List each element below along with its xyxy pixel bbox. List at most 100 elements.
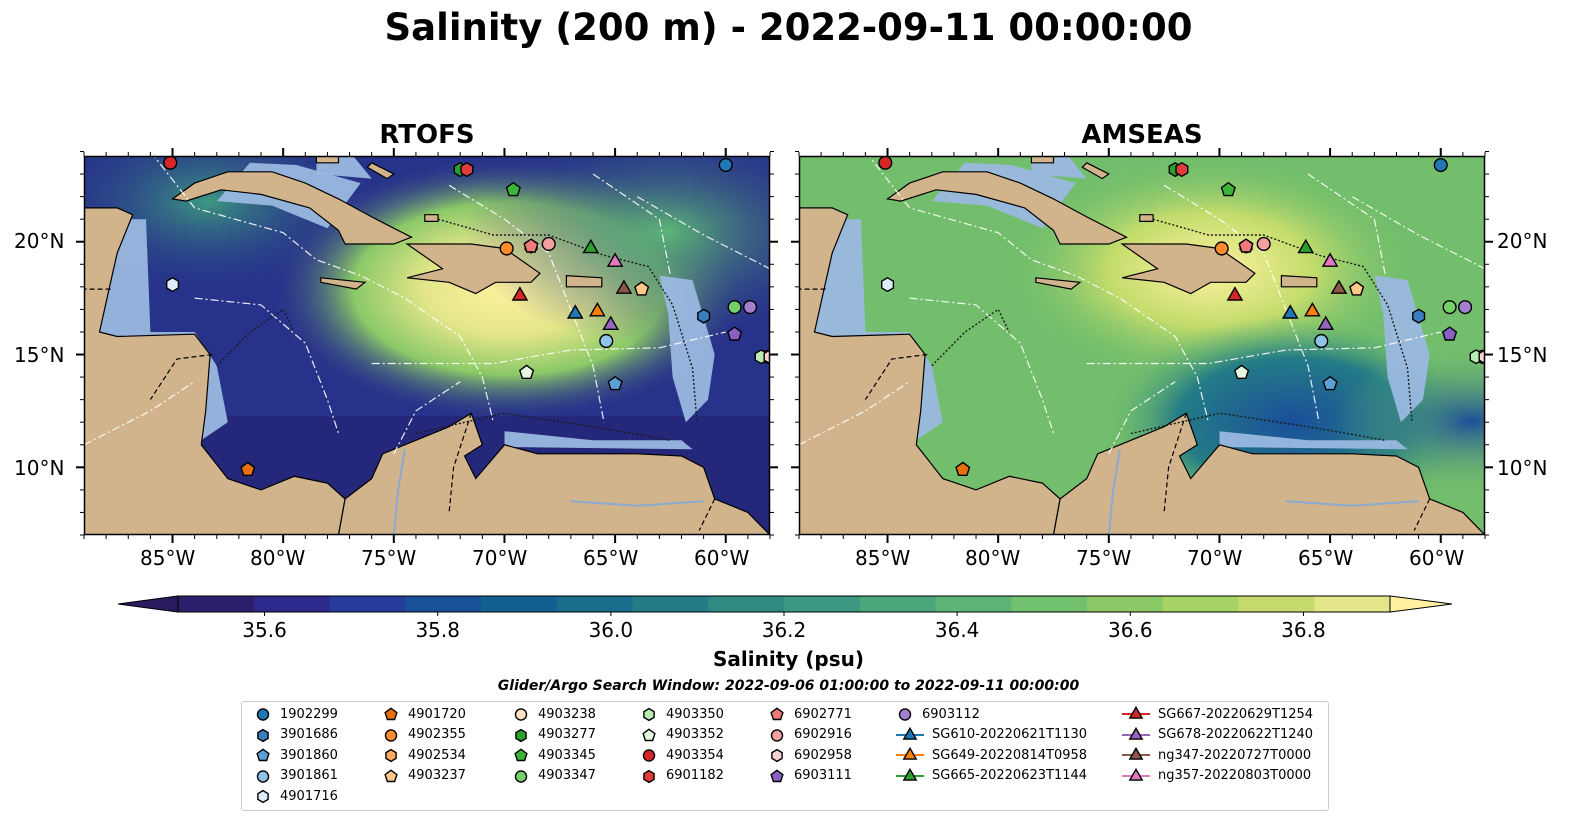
search-window-note: Glider/Argo Search Window: 2022-09-06 01…: [497, 678, 1080, 694]
legend-item: 4903347: [512, 768, 596, 784]
landmass: [320, 277, 367, 290]
legend-label: ng347-20220727T0000: [1158, 747, 1312, 763]
landmass: [366, 162, 395, 180]
legend-label: 6903112: [922, 706, 980, 722]
legend-label: 6901182: [666, 768, 724, 783]
legend-label: 4903350: [666, 706, 724, 722]
landmass: [315, 156, 340, 164]
legend-item: 6901182: [640, 768, 724, 784]
marker-6903111: [726, 326, 743, 341]
legend-item: 1902299: [254, 706, 338, 722]
legend-marker-icon: [896, 747, 924, 760]
colorbar-segment: [1087, 596, 1164, 612]
legend-item: 4901720: [382, 706, 466, 722]
marker-SG667-20220629T1254: [511, 286, 529, 301]
legend-marker-icon: [770, 707, 784, 721]
map-panel-rtofs[interactable]: [76, 148, 778, 543]
marker-3901686: [1412, 308, 1426, 324]
legend-label: 6902916: [794, 727, 852, 742]
legend-label: 6902958: [794, 747, 852, 763]
legend-label: SG678-20220622T1240: [1158, 727, 1314, 742]
land-layer: [84, 156, 770, 535]
landmass: [1081, 162, 1110, 180]
lon-label: 65°W: [1298, 546, 1354, 570]
marker-6902771: [523, 238, 539, 253]
legend-marker-icon: [257, 728, 269, 742]
map-panel-amseas[interactable]: [791, 148, 1493, 543]
lat-label: 15°N: [14, 343, 65, 367]
legend-marker-icon: [257, 789, 269, 804]
legend-label: 4903277: [538, 727, 596, 742]
legend-item: SG610-20220621T1130: [896, 726, 1087, 743]
legend-marker-icon: [642, 727, 656, 741]
marker-SG610-20220621T1130: [1281, 304, 1299, 319]
marker-6901182: [1175, 161, 1189, 178]
legend-marker-icon: [515, 728, 527, 742]
legend-item: SG678-20220622T1240: [1122, 726, 1314, 743]
legend-label: 4903238: [538, 706, 596, 722]
marker-SG610-20220621T1130: [566, 304, 584, 319]
colorbar-segment: [1238, 596, 1315, 612]
legend-marker-icon: [642, 749, 656, 762]
legend-item: 4902355: [382, 727, 466, 743]
colorbar-segment: [329, 596, 406, 612]
legend-marker-icon: [898, 708, 912, 721]
colorbar: [118, 595, 1452, 616]
marker-ng357-20220803T0000: [1321, 252, 1339, 267]
colorbar-segment: [708, 596, 785, 612]
colorbar-segment: [1314, 596, 1391, 612]
legend-item: 3901686: [254, 727, 338, 743]
legend-marker-icon: [1122, 726, 1150, 740]
legend-marker-icon: [770, 728, 784, 742]
marker-1902299: [1433, 157, 1448, 173]
colorbar-segment: [481, 596, 558, 612]
marker-4903354: [878, 156, 893, 170]
marker-4903237: [634, 281, 650, 296]
marker-4903347: [727, 300, 742, 315]
landmass: [1280, 274, 1318, 288]
colorbar-tick-label: 35.6: [242, 618, 287, 642]
lat-label: 10°N: [1497, 456, 1548, 480]
legend-label: 4902534: [408, 747, 466, 763]
legend-marker-icon: [896, 726, 924, 740]
marker-6902958: [763, 349, 770, 365]
marker-ng347-20220727T0000: [615, 279, 633, 294]
landmass: [1035, 277, 1082, 290]
lon-label: 85°W: [140, 546, 196, 570]
obs-markers: [878, 156, 1485, 476]
marker-6902771: [1238, 238, 1254, 253]
legend-marker-icon: [256, 708, 270, 721]
lon-label: 75°W: [361, 546, 417, 570]
legend-item: 4903238: [512, 706, 596, 722]
legend-label: 6902771: [794, 706, 852, 722]
marker-4903352: [1233, 364, 1250, 380]
legend-marker-icon: [385, 748, 397, 763]
colorbar-segment: [178, 596, 255, 612]
legend-marker-icon: [514, 708, 528, 721]
legend-label: ng357-20220803T0000: [1158, 768, 1312, 783]
colorbar-label: Salinity (psu): [712, 647, 864, 671]
marker-4901720: [240, 461, 256, 476]
legend-item: 6902916: [768, 727, 852, 743]
lat-label: 20°N: [1497, 229, 1548, 253]
marker-4901720: [955, 461, 971, 476]
legend-item: 3901861: [254, 768, 338, 784]
marker-4901716: [880, 276, 895, 293]
marker-4903347: [1442, 300, 1457, 315]
colorbar-tick-label: 36.4: [934, 618, 980, 642]
legend-label: 4903354: [666, 747, 724, 763]
lon-label: 80°W: [965, 546, 1021, 570]
marker-SG678-20220622T1240: [1317, 315, 1335, 331]
colorbar-segment: [784, 596, 861, 612]
marker-SG649-20220814T0958: [1303, 301, 1321, 317]
legend-item: ng347-20220727T0000: [1122, 747, 1311, 763]
colorbar-over-arrow: [1389, 595, 1452, 613]
marker-SG678-20220622T1240: [602, 315, 620, 331]
lat-label: 10°N: [14, 456, 65, 480]
figure-title: Salinity (200 m) - 2022-09-11 00:00:00: [384, 6, 1193, 49]
legend-marker-icon: [384, 707, 398, 721]
colorbar-segment: [556, 596, 634, 612]
legend-marker-icon: [643, 769, 655, 783]
legend-item: SG667-20220629T1254: [1122, 706, 1313, 722]
legend-item: SG665-20220623T1144: [896, 767, 1087, 784]
